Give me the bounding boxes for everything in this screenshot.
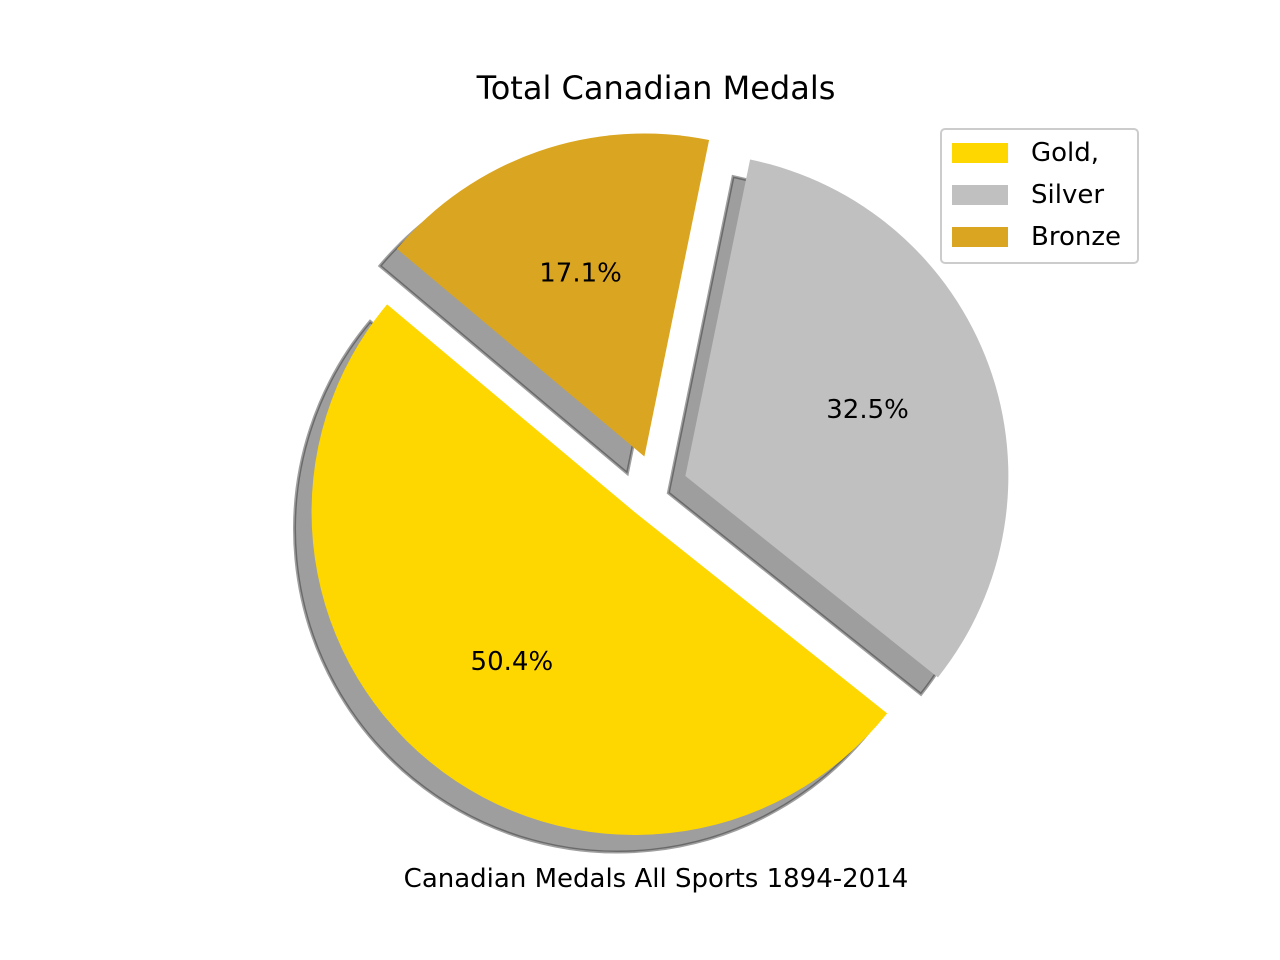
legend-swatch-bronze <box>952 227 1008 247</box>
percent-label-gold: 50.4% <box>471 647 554 677</box>
percent-label-silver: 32.5% <box>826 395 909 425</box>
pie-slice-bronze <box>396 133 710 457</box>
legend-label-bronze: Bronze <box>1031 222 1121 252</box>
legend-label-gold: Gold, <box>1031 138 1099 168</box>
pie-slices <box>311 133 1009 836</box>
pie-slice-gold <box>311 304 888 836</box>
chart-title: Total Canadian Medals <box>476 69 836 107</box>
percent-labels: 50.4% 32.5% 17.1% <box>471 259 909 678</box>
legend: Gold, Silver Bronze <box>940 128 1139 264</box>
percent-label-bronze: 17.1% <box>539 259 622 289</box>
x-axis-label: Canadian Medals All Sports 1894-2014 <box>404 864 909 894</box>
legend-swatch-silver <box>952 185 1008 205</box>
pie-slice-silver <box>685 159 1009 678</box>
legend-swatch-gold <box>952 143 1008 163</box>
legend-label-silver: Silver <box>1031 180 1104 210</box>
